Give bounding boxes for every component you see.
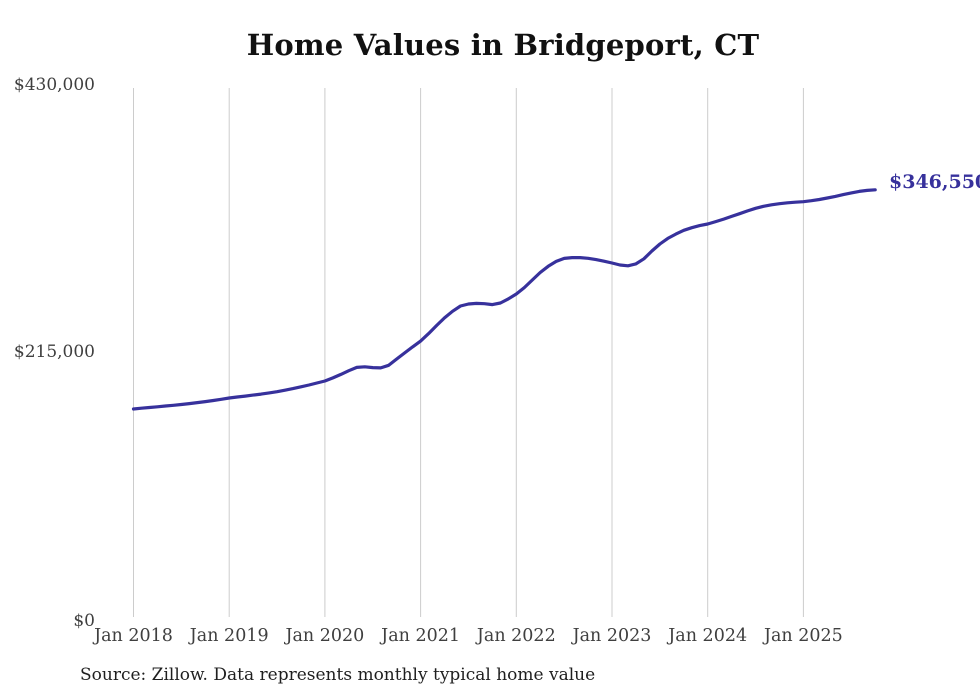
x-axis-tick-label-jan-2019: Jan 2019 bbox=[189, 626, 269, 646]
x-axis-tick-label-jan-2022: Jan 2022 bbox=[476, 626, 556, 646]
y-axis-tick-label-215000: $215,000 bbox=[13, 342, 95, 362]
chart-title: Home Values in Bridgeport, CT bbox=[246, 28, 760, 62]
x-axis-tick-label-jan-2023: Jan 2023 bbox=[572, 626, 652, 646]
final-value-label: $346,550 bbox=[889, 171, 980, 193]
x-axis-tick-label-jan-2025: Jan 2025 bbox=[763, 626, 843, 646]
source-note: Source: Zillow. Data represents monthly … bbox=[80, 665, 596, 685]
home-value-line bbox=[131, 188, 877, 411]
x-axis-tick-label-jan-2018: Jan 2018 bbox=[94, 626, 173, 646]
x-axis-tick-label-jan-2020: Jan 2020 bbox=[285, 626, 365, 646]
vertical-gridlines bbox=[133, 88, 804, 617]
y-axis-tick-label-0: $0 bbox=[73, 611, 95, 631]
x-axis-tick-label-jan-2021: Jan 2021 bbox=[381, 626, 461, 646]
x-axis-tick-label-jan-2024: Jan 2024 bbox=[668, 626, 748, 646]
y-axis-tick-label-430000: $430,000 bbox=[13, 75, 95, 95]
